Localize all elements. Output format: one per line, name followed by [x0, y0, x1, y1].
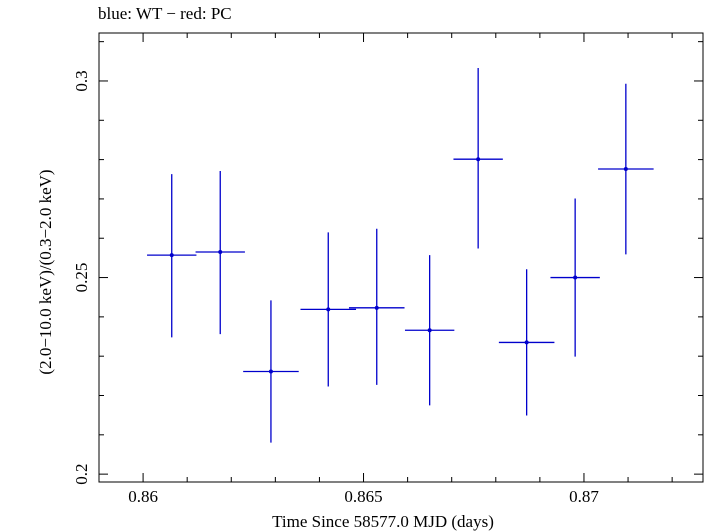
y-tick-label: 0.25: [72, 263, 91, 293]
point-marker: [427, 328, 432, 333]
point-marker: [268, 369, 273, 374]
y-axis-label: (2.0−10.0 keV)/(0.3−2.0 keV): [36, 169, 55, 374]
data-point: [348, 228, 405, 385]
y-tick-label: 0.3: [72, 70, 91, 91]
data-point: [147, 174, 197, 338]
x-tick-label: 0.865: [344, 487, 382, 506]
point-marker: [218, 249, 223, 254]
chart-title: blue: WT − red: PC: [98, 4, 232, 23]
point-marker: [573, 275, 578, 280]
data-point: [243, 300, 299, 443]
data-points-layer: [147, 67, 654, 443]
y-tick-label: 0.2: [72, 464, 91, 485]
data-point: [598, 83, 654, 255]
data-point: [195, 171, 245, 335]
data-point: [300, 232, 357, 387]
point-marker: [476, 157, 481, 162]
point-marker: [374, 305, 379, 310]
point-marker: [623, 167, 628, 172]
data-point: [404, 255, 455, 406]
x-tick-label: 0.86: [128, 487, 158, 506]
x-tick-label: 0.87: [569, 487, 599, 506]
data-point: [550, 198, 600, 357]
data-point: [453, 67, 503, 249]
point-marker: [169, 253, 174, 258]
x-axis-label: Time Since 58577.0 MJD (days): [272, 512, 494, 531]
point-marker: [524, 340, 529, 345]
ticks-layer: 0.86 0.865 0.87 0.2 0.25 0.3: [72, 33, 703, 506]
data-point: [498, 269, 555, 416]
plot-frame: [98, 32, 704, 483]
point-marker: [326, 307, 331, 312]
